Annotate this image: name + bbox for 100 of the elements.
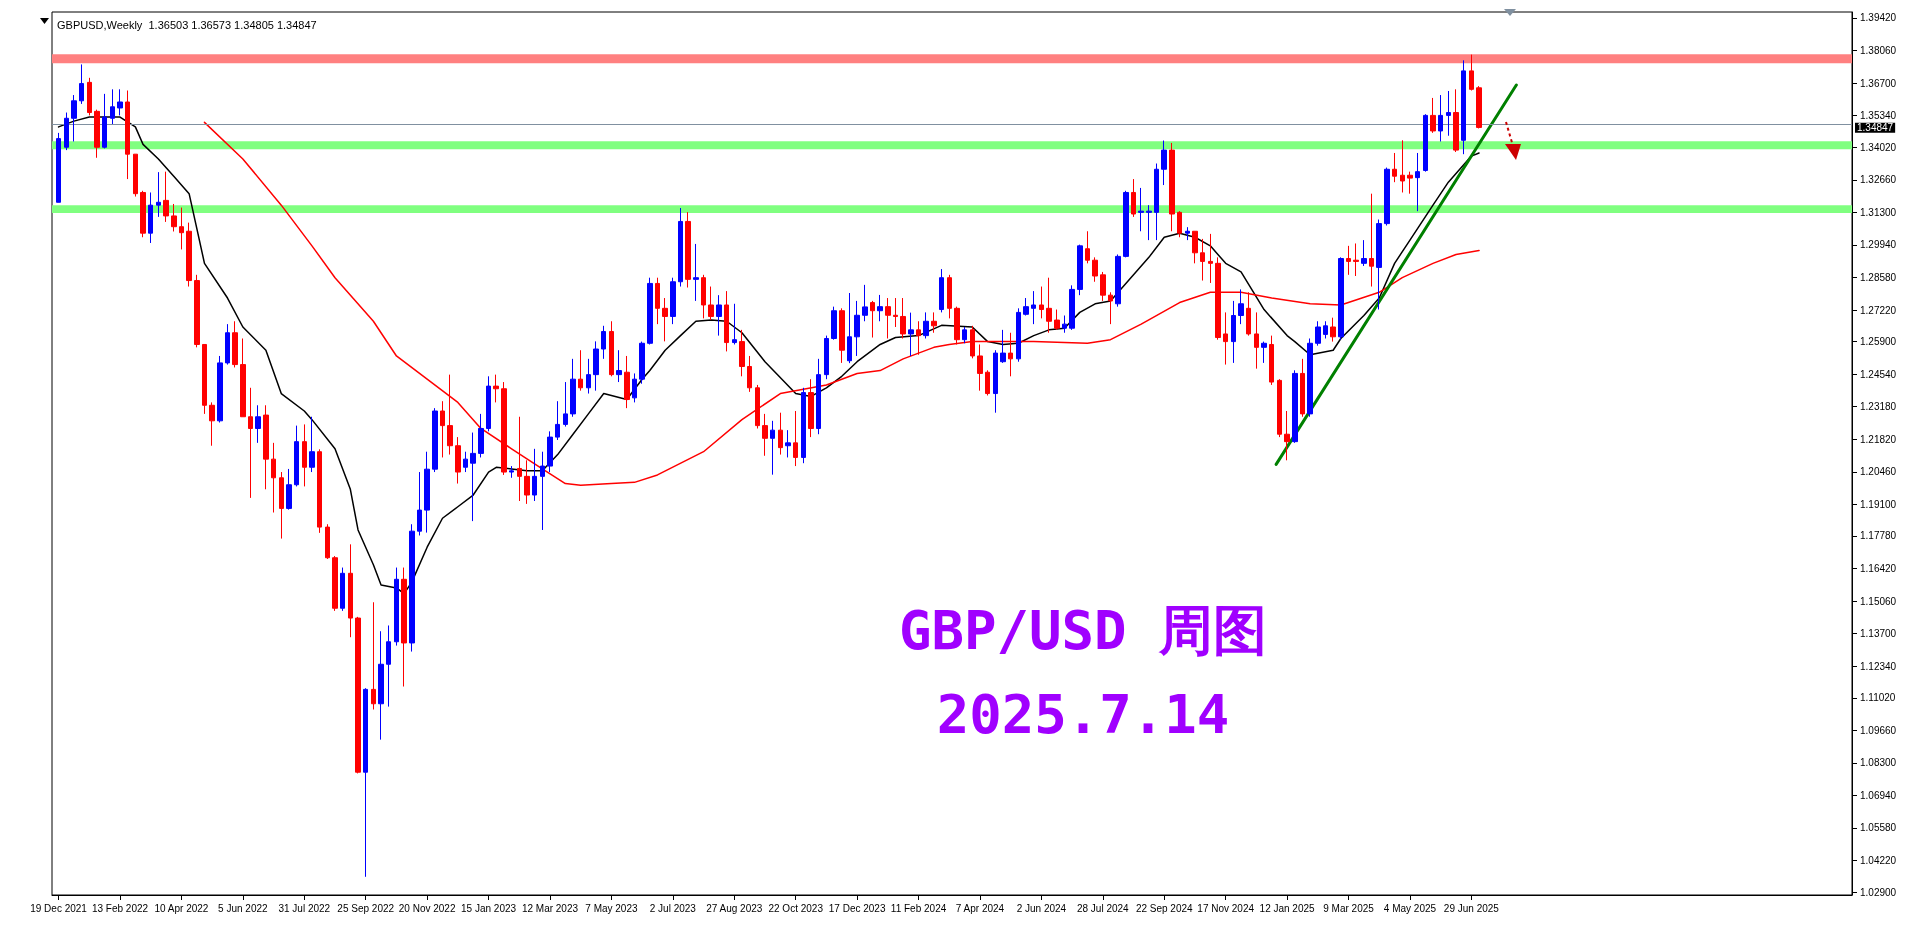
y-tick-label: 1.38060 xyxy=(1860,45,1897,57)
candlestick xyxy=(117,88,123,116)
candlestick xyxy=(970,325,975,359)
candlestick xyxy=(678,207,683,288)
y-tick-label: 1.36700 xyxy=(1860,77,1897,89)
y-tick-label: 1.29940 xyxy=(1860,239,1897,251)
candlestick xyxy=(993,349,998,414)
candlestick xyxy=(716,294,722,337)
candlestick xyxy=(893,297,898,328)
y-tick-label: 1.06940 xyxy=(1860,789,1897,801)
candlestick xyxy=(739,329,745,377)
candlestick xyxy=(1062,315,1067,334)
candlestick xyxy=(1346,245,1351,276)
candlestick xyxy=(248,387,253,499)
candlestick xyxy=(179,207,184,250)
x-tick-label: 11 Feb 2024 xyxy=(890,902,947,914)
candlestick xyxy=(263,404,269,490)
candlestick xyxy=(685,211,691,288)
x-tick-label: 2 Jun 2024 xyxy=(1016,902,1067,914)
candlestick xyxy=(1369,193,1374,288)
candlestick xyxy=(1407,171,1413,195)
text: GBPUSD,Weekly 1.36503 1.36573 1.34805 1.34847 xyxy=(57,18,317,31)
candlestick xyxy=(647,277,653,345)
candlestick xyxy=(808,378,814,438)
candlestick xyxy=(947,274,952,319)
y-tick-label: 1.12340 xyxy=(1860,660,1897,672)
candlestick xyxy=(547,430,553,473)
x-tick-label: 13 Feb 2022 xyxy=(91,902,149,914)
candlestick xyxy=(463,451,468,473)
candlestick xyxy=(279,471,284,540)
candlestick xyxy=(732,303,737,345)
candlestick xyxy=(470,432,476,522)
x-tick-label: 22 Oct 2023 xyxy=(768,902,824,914)
candlestick xyxy=(1353,242,1359,277)
candlestick xyxy=(493,374,499,403)
candlestick xyxy=(1246,291,1251,337)
candlestick xyxy=(286,468,292,511)
candlestick xyxy=(1223,311,1228,366)
candlestick xyxy=(931,311,937,334)
candlestick xyxy=(1085,230,1090,264)
candlestick xyxy=(1115,253,1121,308)
candlestick xyxy=(156,171,161,218)
candlestick xyxy=(831,306,837,341)
candlestick xyxy=(593,340,599,392)
candlestick xyxy=(509,465,514,479)
candlestick xyxy=(1453,88,1459,153)
candlestick xyxy=(255,404,261,444)
candlestick xyxy=(1161,140,1167,186)
candlestick xyxy=(87,77,92,116)
candlestick xyxy=(424,451,430,534)
y-tick-label: 1.15060 xyxy=(1860,595,1897,607)
candlestick xyxy=(1430,97,1436,134)
candlestick xyxy=(1039,286,1044,319)
candlestick xyxy=(1154,163,1159,241)
x-tick-label: 5 Jun 2022 xyxy=(218,902,269,914)
annotation: 2025.7.14 xyxy=(936,682,1230,746)
candlestick xyxy=(1415,152,1420,212)
x-tick-label: 17 Dec 2023 xyxy=(828,902,886,914)
candlestick xyxy=(916,320,921,356)
candlestick xyxy=(501,381,507,476)
x-tick-label: 7 Apr 2024 xyxy=(955,902,1005,914)
candlestick xyxy=(294,425,299,487)
candlestick xyxy=(954,306,960,345)
candlestick xyxy=(601,325,606,360)
candlestick xyxy=(1231,300,1236,364)
candlestick xyxy=(1169,142,1175,232)
y-tick-label: 1.16420 xyxy=(1860,563,1897,575)
candlestick xyxy=(616,349,622,383)
candlestick xyxy=(662,297,668,342)
candlestick xyxy=(209,401,215,447)
candlestick xyxy=(71,94,77,142)
candlestick xyxy=(133,153,138,198)
x-tick-label: 29 Jun 2025 xyxy=(1443,902,1500,914)
candlestick xyxy=(1000,329,1006,364)
candlestick xyxy=(1315,320,1321,347)
candlestick xyxy=(923,311,929,339)
y-tick-label: 1.09660 xyxy=(1860,724,1897,736)
x-tick-label: 10 Apr 2022 xyxy=(154,902,209,914)
candlestick xyxy=(401,567,407,688)
candlestick xyxy=(778,412,783,456)
candlestick xyxy=(1238,288,1244,325)
candlestick xyxy=(939,268,944,313)
candlestick xyxy=(816,358,821,435)
candlestick xyxy=(1192,230,1198,264)
candlestick xyxy=(240,337,246,418)
candlestick xyxy=(225,323,230,366)
candlestick xyxy=(386,624,391,708)
candlestick xyxy=(1185,226,1190,241)
candlestick xyxy=(217,355,223,423)
candlestick xyxy=(985,369,990,396)
candlestick xyxy=(486,375,491,432)
candlestick xyxy=(302,423,307,487)
y-tick-label: 1.32660 xyxy=(1860,174,1897,186)
candlestick xyxy=(148,191,153,244)
candlestick xyxy=(1423,113,1428,173)
candlestick xyxy=(762,413,768,457)
candlestick xyxy=(885,297,891,339)
candlestick xyxy=(578,349,583,392)
candlestick xyxy=(1446,90,1451,137)
candlestick xyxy=(1108,291,1113,325)
